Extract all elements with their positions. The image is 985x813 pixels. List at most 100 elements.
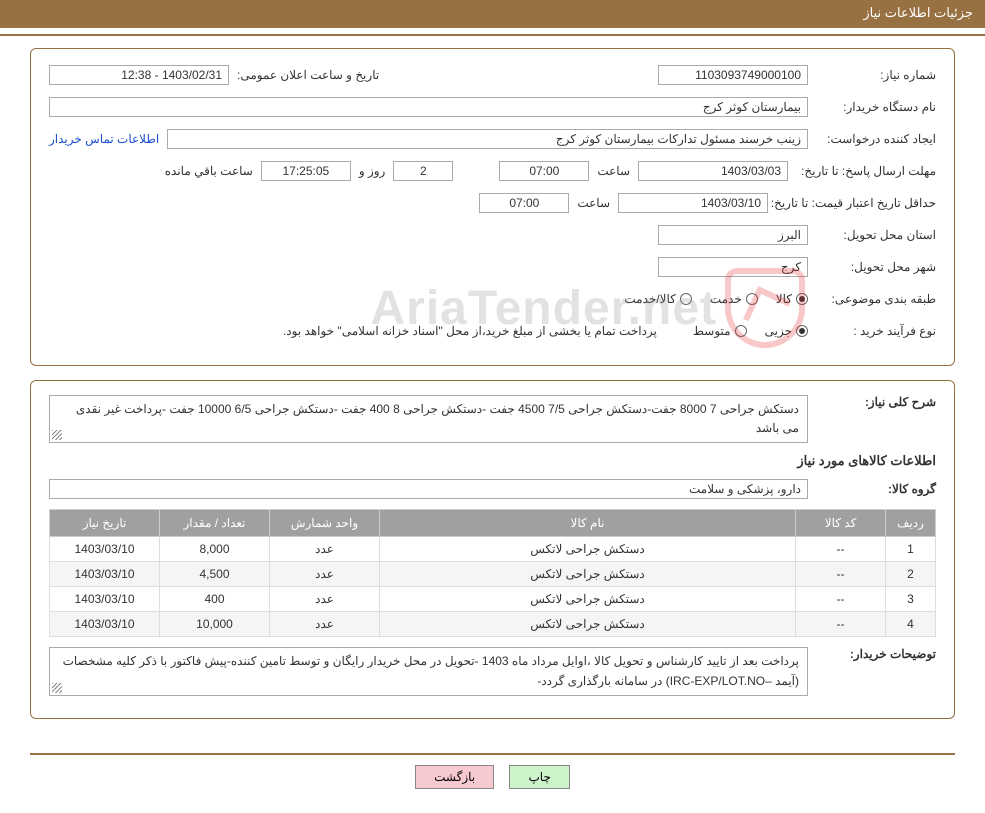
back-button[interactable]: بازگشت <box>415 765 494 789</box>
table-body: 1--دستکش جراحی لاتکسعدد8,0001403/03/102-… <box>50 537 936 637</box>
table-cell: دستکش جراحی لاتکس <box>380 612 796 637</box>
row-process: نوع فرآیند خرید : جزیی متوسط پرداخت تمام… <box>49 319 936 343</box>
validity-time-field: 07:00 <box>479 193 569 213</box>
group-field: دارو، پزشکی و سلامت <box>49 479 808 499</box>
deadline-label: مهلت ارسال پاسخ: تا تاریخ: <box>796 164 936 178</box>
table-cell: دستکش جراحی لاتکس <box>380 537 796 562</box>
table-row: 4--دستکش جراحی لاتکسعدد10,0001403/03/10 <box>50 612 936 637</box>
table-head: ردیف کد کالا نام کالا واحد شمارش تعداد /… <box>50 510 936 537</box>
radio-dot-icon <box>735 325 747 337</box>
row-buyer-org: نام دستگاه خریدار: بیمارستان کوثر کرج <box>49 95 936 119</box>
radio-dot-icon <box>796 293 808 305</box>
col-date: تاریخ نیاز <box>50 510 160 537</box>
days-and-label: روز و <box>359 164 386 178</box>
resize-handle-icon[interactable] <box>52 430 62 440</box>
announce-label: تاریخ و ساعت اعلان عمومی: <box>237 68 379 82</box>
process-note: پرداخت تمام یا بخشی از مبلغ خرید،از محل … <box>283 324 657 338</box>
buyer-notes-label: توضیحات خریدار: <box>816 647 936 661</box>
radio-goods-service-label: کالا/خدمت <box>624 292 675 306</box>
validity-label: حداقل تاریخ اعتبار قیمت: تا تاریخ: <box>776 196 936 210</box>
row-group: گروه کالا: دارو، پزشکی و سلامت <box>49 477 936 501</box>
summary-text: دستکش جراحی 7 8000 جفت-دستکش جراحی 7/5 4… <box>76 402 799 435</box>
validity-date-field: 1403/03/10 <box>618 193 768 213</box>
category-label: طبقه بندی موضوعی: <box>816 292 936 306</box>
radio-partial[interactable]: جزیی <box>765 324 808 338</box>
summary-field: دستکش جراحی 7 8000 جفت-دستکش جراحی 7/5 4… <box>49 395 808 443</box>
deadline-date-field: 1403/03/03 <box>638 161 788 181</box>
col-unit: واحد شمارش <box>270 510 380 537</box>
radio-goods[interactable]: کالا <box>776 292 808 306</box>
row-deadline: مهلت ارسال پاسخ: تا تاریخ: 1403/03/03 سا… <box>49 159 936 183</box>
days-remaining-field: 2 <box>393 161 453 181</box>
radio-goods-label: کالا <box>776 292 792 306</box>
table-cell: عدد <box>270 612 380 637</box>
buyer-org-label: نام دستگاه خریدار: <box>816 100 936 114</box>
time-label-1: ساعت <box>597 164 630 178</box>
row-request-number: شماره نیاز: 1103093749000100 تاریخ و ساع… <box>49 63 936 87</box>
radio-dot-icon <box>746 293 758 305</box>
radio-partial-label: جزیی <box>765 324 792 338</box>
deadline-time-field: 07:00 <box>499 161 589 181</box>
header-bar: جزئیات اطلاعات نیاز <box>0 0 985 28</box>
items-section: شرح کلی نیاز: دستکش جراحی 7 8000 جفت-دست… <box>30 380 955 719</box>
radio-medium[interactable]: متوسط <box>693 324 747 338</box>
category-radio-group: کالا خدمت کالا/خدمت <box>624 292 808 306</box>
table-cell: 3 <box>886 587 936 612</box>
group-label: گروه کالا: <box>816 482 936 496</box>
page: جزئیات اطلاعات نیاز AriaTender.net شماره… <box>0 0 985 809</box>
col-row: ردیف <box>886 510 936 537</box>
col-name: نام کالا <box>380 510 796 537</box>
table-cell: -- <box>796 562 886 587</box>
summary-label: شرح کلی نیاز: <box>816 395 936 409</box>
requester-label: ایجاد کننده درخواست: <box>816 132 936 146</box>
time-label-2: ساعت <box>577 196 610 210</box>
col-code: کد کالا <box>796 510 886 537</box>
table-row: 1--دستکش جراحی لاتکسعدد8,0001403/03/10 <box>50 537 936 562</box>
buyer-notes-field: پرداخت بعد از تایید کارشناس و تحویل کالا… <box>49 647 808 695</box>
table-cell: 1403/03/10 <box>50 587 160 612</box>
countdown-suffix: ساعت باقي مانده <box>165 164 253 178</box>
radio-service[interactable]: خدمت <box>710 292 758 306</box>
province-label: استان محل تحویل: <box>816 228 936 242</box>
content: AriaTender.net شماره نیاز: 1103093749000… <box>0 28 985 743</box>
table-row: 2--دستکش جراحی لاتکسعدد4,5001403/03/10 <box>50 562 936 587</box>
resize-handle-icon[interactable] <box>52 683 62 693</box>
request-number-label: شماره نیاز: <box>816 68 936 82</box>
row-city: شهر محل تحویل: کرج <box>49 255 936 279</box>
table-cell: عدد <box>270 587 380 612</box>
table-cell: دستکش جراحی لاتکس <box>380 587 796 612</box>
table-cell: -- <box>796 537 886 562</box>
table-cell: دستکش جراحی لاتکس <box>380 562 796 587</box>
items-table: ردیف کد کالا نام کالا واحد شمارش تعداد /… <box>49 509 936 637</box>
process-label: نوع فرآیند خرید : <box>816 324 936 338</box>
radio-goods-service[interactable]: کالا/خدمت <box>624 292 691 306</box>
table-cell: -- <box>796 612 886 637</box>
table-cell: -- <box>796 587 886 612</box>
table-cell: 4,500 <box>160 562 270 587</box>
table-cell: 4 <box>886 612 936 637</box>
requester-field: زینب خرسند مسئول تدارکات بیمارستان کوثر … <box>167 129 808 149</box>
table-cell: 400 <box>160 587 270 612</box>
row-province: استان محل تحویل: البرز <box>49 223 936 247</box>
header-title: جزئیات اطلاعات نیاز <box>863 5 973 20</box>
table-cell: 8,000 <box>160 537 270 562</box>
table-cell: 1403/03/10 <box>50 562 160 587</box>
countdown-field: 17:25:05 <box>261 161 351 181</box>
radio-medium-label: متوسط <box>693 324 731 338</box>
contact-link[interactable]: اطلاعات تماس خریدار <box>49 132 159 146</box>
radio-service-label: خدمت <box>710 292 742 306</box>
row-category: طبقه بندی موضوعی: کالا خدمت کالا/خدمت <box>49 287 936 311</box>
table-cell: 1403/03/10 <box>50 612 160 637</box>
row-buyer-notes: توضیحات خریدار: پرداخت بعد از تایید کارش… <box>49 647 936 695</box>
process-radio-group: جزیی متوسط <box>693 324 808 338</box>
table-cell: عدد <box>270 562 380 587</box>
radio-dot-icon <box>796 325 808 337</box>
table-cell: عدد <box>270 537 380 562</box>
table-cell: 1403/03/10 <box>50 537 160 562</box>
table-cell: 2 <box>886 562 936 587</box>
info-section: شماره نیاز: 1103093749000100 تاریخ و ساع… <box>30 48 955 366</box>
buyer-notes-text: پرداخت بعد از تایید کارشناس و تحویل کالا… <box>63 654 799 687</box>
items-title: اطلاعات کالاهای مورد نیاز <box>49 453 936 469</box>
announce-field: 1403/02/31 - 12:38 <box>49 65 229 85</box>
print-button[interactable]: چاپ <box>509 765 569 789</box>
